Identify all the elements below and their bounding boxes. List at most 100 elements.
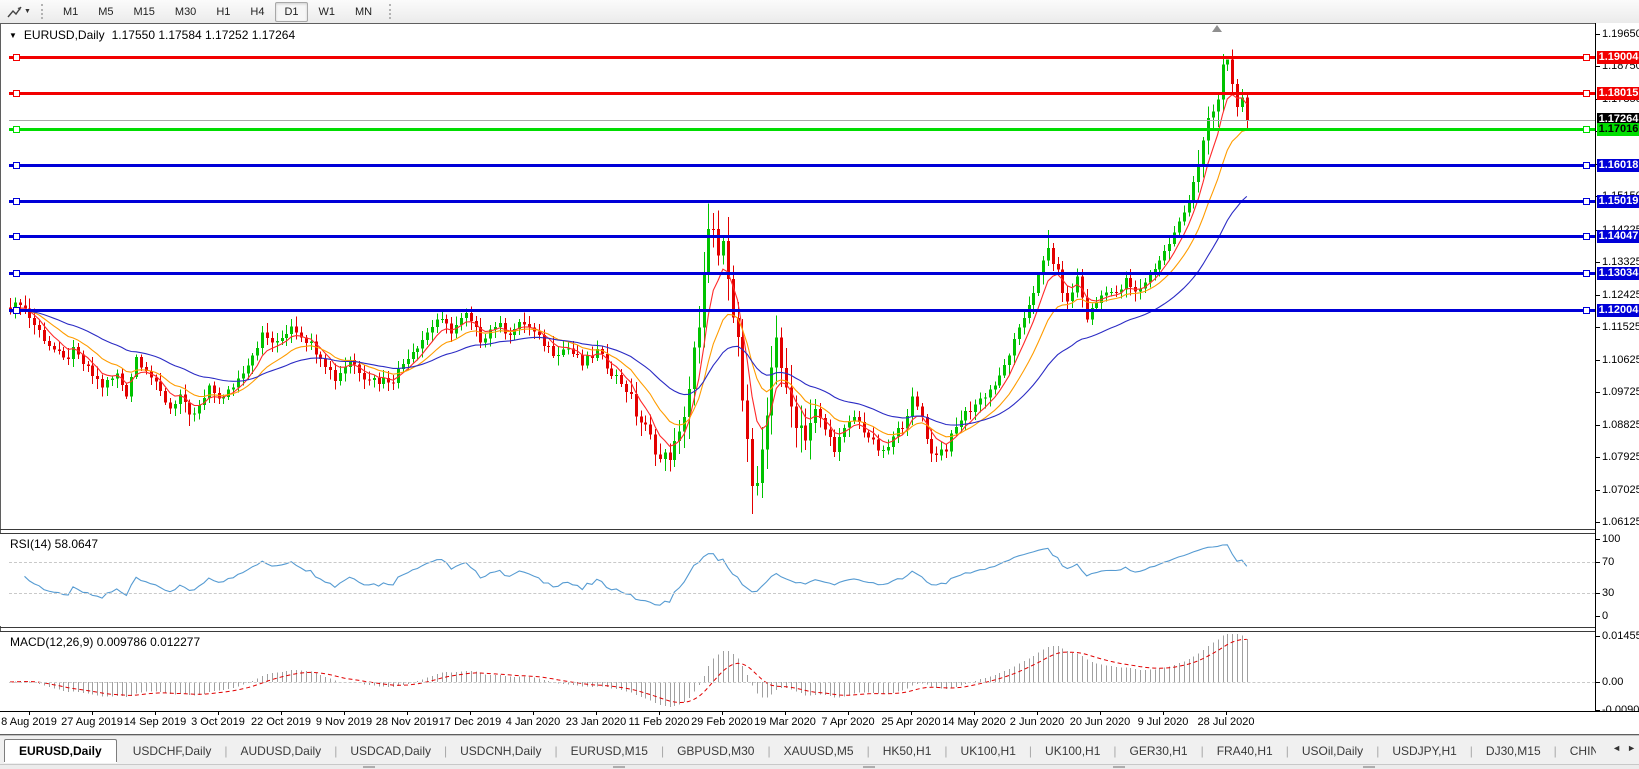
date-axis-tick	[785, 712, 786, 715]
tab-separator: |	[660, 743, 665, 758]
line-anchor[interactable]	[13, 54, 20, 61]
date-axis-label: 14 May 2020	[942, 716, 1006, 728]
chart-tab-usoil-daily[interactable]: USOil,Daily	[1301, 743, 1364, 758]
line-anchor[interactable]	[1583, 126, 1590, 133]
chart-tab-usdcad-daily[interactable]: USDCAD,Daily	[350, 743, 431, 758]
horizontal-level-line-1.13034[interactable]	[9, 272, 1595, 275]
line-anchor[interactable]	[13, 126, 20, 133]
timeframe-button-h4[interactable]: H4	[250, 5, 265, 18]
line-anchor[interactable]	[1583, 270, 1590, 277]
horizontal-level-line-1.17016[interactable]	[9, 128, 1595, 131]
date-axis-tick	[218, 712, 219, 715]
chart-tab-usdchf-daily[interactable]: USDCHF,Daily	[132, 743, 212, 758]
price-axis-tick	[1596, 295, 1600, 296]
macd-axis-tick	[1596, 636, 1600, 637]
chart-tab-xauusd-m5[interactable]: XAUUSD,M5	[783, 743, 854, 758]
line-anchor[interactable]	[1583, 162, 1590, 169]
line-anchor[interactable]	[13, 90, 20, 97]
line-anchor[interactable]	[1583, 198, 1590, 205]
chart-title: ▼ EURUSD,Daily 1.17550 1.17584 1.17252 1…	[9, 28, 295, 42]
chart-tab-gbpusd-m30[interactable]: GBPUSD,M30	[677, 743, 755, 758]
horizontal-level-line-1.15019[interactable]	[9, 200, 1595, 203]
symbol-dropdown-icon[interactable]: ▼	[9, 30, 17, 40]
toolbar-grip	[389, 4, 394, 19]
price-axis-tick	[1596, 360, 1600, 361]
line-anchor[interactable]	[1583, 90, 1590, 97]
line-anchor[interactable]	[13, 307, 20, 314]
price-level-label: 1.17016	[1597, 123, 1639, 136]
date-axis-label: 28 Jul 2020	[1197, 716, 1255, 728]
chart-tab-audusd-daily[interactable]: AUDUSD,Daily	[240, 743, 322, 758]
chart-tab-uk100-h1[interactable]: UK100,H1	[960, 743, 1016, 758]
date-axis-label: 25 Apr 2020	[881, 716, 941, 728]
horizontal-level-line-1.18015[interactable]	[9, 92, 1595, 95]
macd-plot	[9, 634, 1248, 707]
horizontal-level-line-1.19004[interactable]	[9, 56, 1595, 59]
line-anchor[interactable]	[13, 270, 20, 277]
timeframe-button-m1[interactable]: M1	[62, 5, 79, 18]
panel-separator[interactable]	[0, 631, 1639, 632]
chart-tab-china300-h4[interactable]: CHINA300,H4	[1569, 743, 1596, 758]
date-axis-tick	[1226, 712, 1227, 715]
price-axis-tick	[1596, 262, 1600, 263]
horizontal-level-line-1.16018[interactable]	[9, 164, 1595, 167]
macd-axis-tick	[1596, 710, 1600, 711]
tab-separator: |	[224, 743, 228, 758]
timeframe-button-d1[interactable]: D1	[275, 1, 308, 22]
date-axis-label: 19 Mar 2020	[754, 716, 816, 728]
date-axis-tick	[92, 712, 93, 715]
macd-axis-label: 0.014556	[1602, 630, 1639, 642]
panel-separator[interactable]	[0, 529, 1639, 530]
price-level-label: 1.12004	[1597, 304, 1639, 317]
line-anchor[interactable]	[13, 162, 20, 169]
chart-tab-ger30-h1[interactable]: GER30,H1	[1129, 743, 1188, 758]
chart-tab-hk50-h1[interactable]: HK50,H1	[882, 743, 932, 758]
price-level-label: 1.14047	[1597, 230, 1639, 243]
tab-scroll-left-icon[interactable]: ◄	[1612, 743, 1622, 753]
timeframe-button-m30[interactable]: M30	[174, 5, 197, 18]
status-divider	[1113, 766, 1125, 768]
tab-scroll-controls: ◄ ►	[1606, 743, 1636, 753]
date-axis-label: 8 Aug 2019	[1, 716, 57, 728]
date-axis-label: 11 Feb 2020	[628, 716, 690, 728]
date-axis-tick	[848, 712, 849, 715]
line-anchor[interactable]	[1583, 54, 1590, 61]
chart-shift-marker-icon[interactable]	[1212, 25, 1222, 32]
chart-tab-eurusd-daily[interactable]: EURUSD,Daily	[4, 739, 117, 762]
price-axis-label: 1.08825	[1602, 419, 1639, 431]
price-level-label: 1.18015	[1597, 87, 1639, 100]
price-axis-label: 1.11525	[1602, 321, 1639, 333]
chart-tab-uk100-h1[interactable]: UK100,H1	[1045, 743, 1101, 758]
date-axis-tick	[911, 712, 912, 715]
moving-average-6	[9, 93, 1248, 447]
rsi-axis-tick	[1596, 593, 1600, 594]
horizontal-level-line-1.12004[interactable]	[9, 309, 1595, 312]
chart-tab-dj30-m15[interactable]: DJ30,M15	[1485, 743, 1541, 758]
rsi-panel: RSI(14) 58.0647	[0, 534, 1595, 626]
line-anchor[interactable]	[1583, 233, 1590, 240]
tab-scroll-right-icon[interactable]: ►	[1627, 743, 1636, 753]
timeframe-button-m15[interactable]: M15	[133, 5, 155, 18]
price-level-label: 1.15019	[1597, 195, 1639, 208]
line-anchor[interactable]	[1583, 307, 1590, 314]
status-strip	[0, 764, 1639, 769]
line-anchor[interactable]	[13, 198, 20, 205]
horizontal-level-line-1.14047[interactable]	[9, 235, 1595, 238]
line-tool-button[interactable]: ▼	[4, 4, 34, 20]
chart-tab-usdjpy-h1[interactable]: USDJPY,H1	[1392, 743, 1457, 758]
line-anchor[interactable]	[13, 233, 20, 240]
date-axis-label: 4 Jan 2020	[505, 716, 561, 728]
timeframe-button-m5[interactable]: M5	[98, 5, 114, 18]
chart-tab-usdcnh-daily[interactable]: USDCNH,Daily	[460, 743, 542, 758]
panel-separator[interactable]	[0, 533, 1639, 534]
timeframe-button-h1[interactable]: H1	[216, 5, 231, 18]
tab-separator: |	[1469, 743, 1473, 758]
price-axis-tick	[1596, 522, 1600, 523]
timeframe-button-mn[interactable]: MN	[355, 5, 373, 18]
panel-separator[interactable]	[0, 627, 1639, 628]
tool-dropdown-arrow-icon[interactable]: ▼	[24, 8, 31, 15]
chart-tab-fra40-h1[interactable]: FRA40,H1	[1216, 743, 1273, 758]
timeframe-button-w1[interactable]: W1	[318, 5, 336, 18]
price-axis-label: 1.06125	[1602, 516, 1639, 528]
chart-tab-eurusd-m15[interactable]: EURUSD,M15	[570, 743, 648, 758]
